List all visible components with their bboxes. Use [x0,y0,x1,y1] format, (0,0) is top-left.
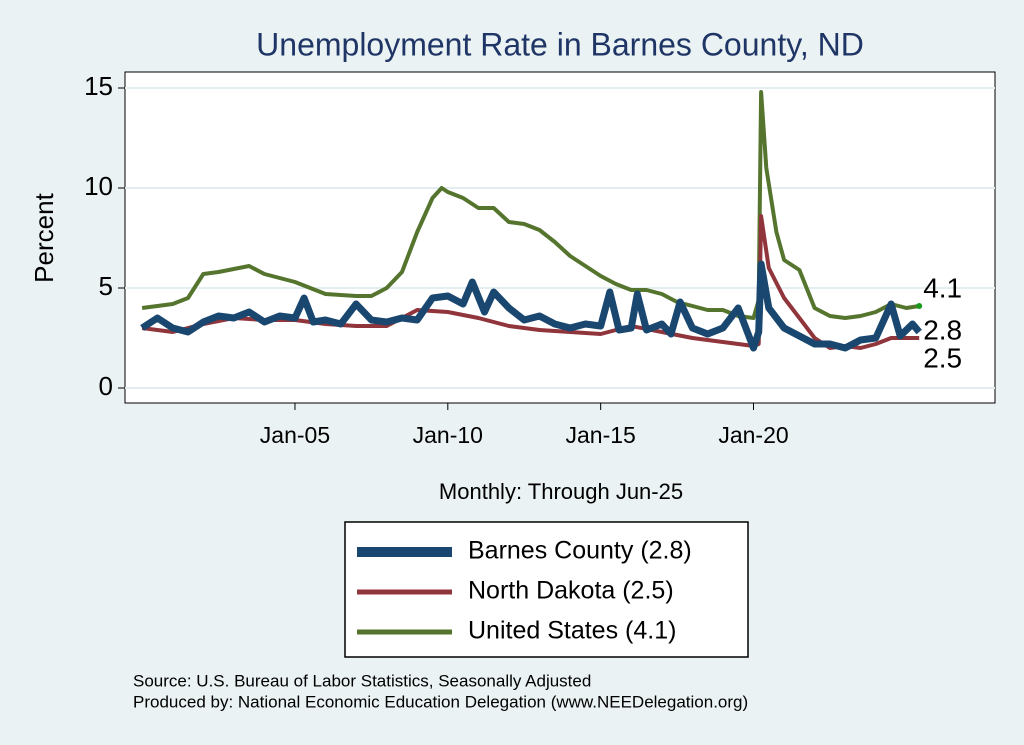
x-axis-label: Monthly: Through Jun-25 [439,479,683,504]
end-label: 2.5 [923,342,962,373]
line-series [140,260,922,352]
producer-note: Produced by: National Economic Education… [133,692,748,711]
y-tick-label: 10 [84,171,113,201]
line-series [141,90,920,320]
x-tick-label: Jan-15 [565,422,635,448]
end-label: 2.8 [923,314,962,345]
y-tick-label: 15 [84,71,113,101]
y-axis-label: Percent [29,192,59,282]
x-tick-label: Jan-20 [718,422,788,448]
end-label: 4.1 [923,272,962,303]
plot-area [124,71,996,404]
source-note: Source: U.S. Bureau of Labor Statistics,… [133,671,591,690]
legend-label: Barnes County (2.8) [468,537,692,565]
legend-label: United States (4.1) [468,617,676,645]
chart-title: Unemployment Rate in Barnes County, ND [256,26,864,62]
x-tick-label: Jan-10 [413,422,483,448]
end-point [916,303,923,309]
legend-label: North Dakota (2.5) [468,577,674,605]
y-tick-label: 0 [99,371,113,401]
y-tick-label: 5 [99,271,113,301]
x-tick-label: Jan-05 [260,422,330,448]
